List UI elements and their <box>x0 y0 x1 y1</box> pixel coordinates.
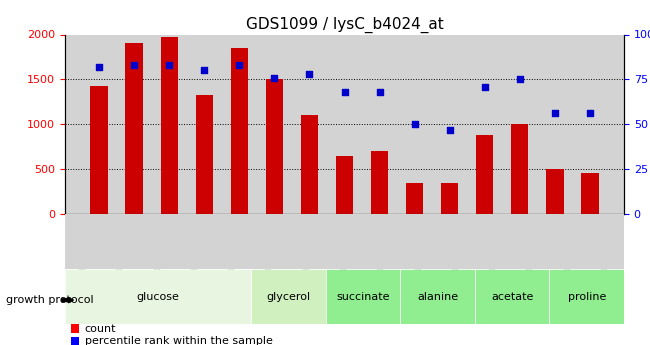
Text: percentile rank within the sample: percentile rank within the sample <box>84 336 272 345</box>
Bar <box>161 37 178 214</box>
Bar <box>581 172 599 214</box>
Point <box>94 64 105 70</box>
Title: GDS1099 / lysC_b4024_at: GDS1099 / lysC_b4024_at <box>246 17 443 33</box>
Text: succinate: succinate <box>337 292 390 302</box>
Text: growth protocol: growth protocol <box>6 295 94 305</box>
Bar <box>65 269 252 324</box>
Text: acetate: acetate <box>491 292 534 302</box>
Bar <box>475 269 549 324</box>
Text: alanine: alanine <box>417 292 458 302</box>
Text: GSM37070: GSM37070 <box>339 217 350 270</box>
Bar <box>231 48 248 214</box>
Point <box>374 89 385 95</box>
Text: GSM37066: GSM37066 <box>190 217 200 269</box>
Text: glucose: glucose <box>136 292 179 302</box>
Bar <box>90 86 108 214</box>
Text: GSM37075: GSM37075 <box>526 217 536 270</box>
Text: glycerol: glycerol <box>266 292 311 302</box>
Text: GSM37073: GSM37073 <box>451 217 462 270</box>
Bar <box>546 169 564 214</box>
Bar <box>125 43 143 214</box>
Point <box>515 77 525 82</box>
Bar <box>252 269 326 324</box>
Point <box>480 84 490 89</box>
Text: GSM37068: GSM37068 <box>265 217 275 269</box>
Bar <box>326 269 400 324</box>
Bar <box>370 151 388 214</box>
Text: GSM37077: GSM37077 <box>601 217 610 270</box>
Bar <box>400 269 475 324</box>
Bar <box>71 324 79 333</box>
Bar <box>549 269 624 324</box>
Text: GSM37063: GSM37063 <box>79 217 88 269</box>
Point <box>234 62 244 68</box>
Text: GSM37074: GSM37074 <box>489 217 499 270</box>
Text: GSM37076: GSM37076 <box>563 217 573 270</box>
Bar <box>71 337 79 345</box>
Text: GSM37072: GSM37072 <box>414 217 424 270</box>
Text: proline: proline <box>567 292 606 302</box>
Point <box>445 127 455 132</box>
Bar <box>301 115 318 214</box>
Point <box>269 75 280 80</box>
Point <box>339 89 350 95</box>
Bar <box>196 95 213 214</box>
Text: count: count <box>84 324 116 334</box>
Text: GSM37065: GSM37065 <box>153 217 163 270</box>
Text: GSM37071: GSM37071 <box>377 217 387 270</box>
Bar <box>336 157 353 214</box>
Point <box>550 111 560 116</box>
Text: GSM37067: GSM37067 <box>227 217 238 270</box>
Bar <box>266 79 283 214</box>
Point <box>199 68 209 73</box>
Point <box>584 111 595 116</box>
Text: GSM37069: GSM37069 <box>302 217 312 269</box>
Point <box>164 62 174 68</box>
Point <box>410 121 420 127</box>
Bar <box>511 124 528 214</box>
Point <box>129 62 139 68</box>
Point <box>304 71 315 77</box>
Text: GSM37064: GSM37064 <box>116 217 126 269</box>
Bar <box>441 184 458 214</box>
Bar <box>406 184 423 214</box>
Bar <box>476 135 493 214</box>
